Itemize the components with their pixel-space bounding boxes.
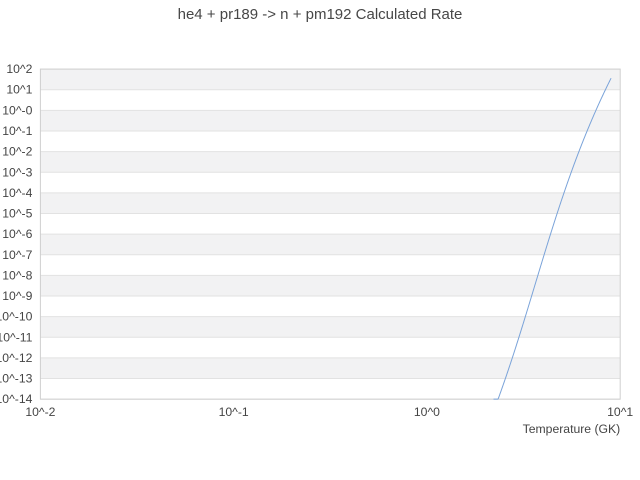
svg-text:10^-11: 10^-11 xyxy=(0,330,33,344)
svg-text:10^2: 10^2 xyxy=(6,62,32,76)
svg-text:10^-1: 10^-1 xyxy=(2,124,32,138)
svg-text:10^-13: 10^-13 xyxy=(0,372,33,386)
svg-text:10^1: 10^1 xyxy=(6,83,32,97)
svg-text:10^-4: 10^-4 xyxy=(2,186,32,200)
svg-text:10^-7: 10^-7 xyxy=(2,248,32,262)
svg-text:10^-3: 10^-3 xyxy=(2,165,32,179)
svg-text:10^-5: 10^-5 xyxy=(2,207,32,221)
svg-text:10^-1: 10^-1 xyxy=(219,405,249,419)
svg-text:10^1: 10^1 xyxy=(607,405,633,419)
svg-text:10^-14: 10^-14 xyxy=(0,392,33,406)
svg-text:10^-10: 10^-10 xyxy=(0,310,33,324)
svg-text:10^0: 10^0 xyxy=(414,405,440,419)
svg-text:10^-2: 10^-2 xyxy=(2,145,32,159)
svg-text:10^-6: 10^-6 xyxy=(2,227,32,241)
svg-text:10^-8: 10^-8 xyxy=(2,268,32,282)
svg-text:Temperature (GK): Temperature (GK) xyxy=(523,422,621,436)
svg-text:10^-9: 10^-9 xyxy=(2,289,32,303)
svg-text:10^-0: 10^-0 xyxy=(2,103,32,117)
svg-text:10^-12: 10^-12 xyxy=(0,351,33,365)
svg-text:10^-2: 10^-2 xyxy=(25,405,55,419)
